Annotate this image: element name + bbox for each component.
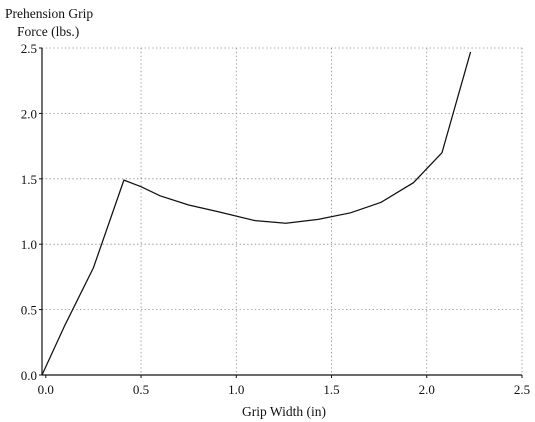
x-tick-label-2: 1.0: [228, 382, 244, 397]
x-tick-label-3: 1.5: [323, 382, 339, 397]
x-tick-label-4: 2.0: [419, 382, 435, 397]
series-lines: [41, 51, 472, 376]
x-axis-title: Grip Width (in): [242, 404, 326, 419]
y-axis-title-line-1: Prehension Grip: [5, 6, 93, 21]
tick-labels: 0.0 0.5 1.0 1.5 2.0 2.5 0.0 0.5 1.0 1.5 2.0 2.5: [21, 41, 530, 397]
axes: [39, 47, 523, 378]
x-tick-label-5: 2.5: [514, 382, 530, 397]
y-tick-label-5: 2.5: [21, 41, 37, 56]
grid: [42, 47, 523, 375]
y-tick-label-1: 0.5: [21, 303, 37, 318]
y-axis-title-line-2: Force (lbs.): [17, 24, 79, 39]
y-tick-label-4: 2.0: [21, 106, 37, 121]
x-tick-label-1: 0.5: [133, 382, 149, 397]
y-tick-label-2: 1.0: [21, 237, 37, 252]
x-tick-label-0: 0.0: [38, 382, 54, 397]
series-line-0: [41, 51, 472, 376]
y-tick-label-0: 0.0: [21, 368, 37, 383]
y-tick-label-3: 1.5: [21, 172, 37, 187]
